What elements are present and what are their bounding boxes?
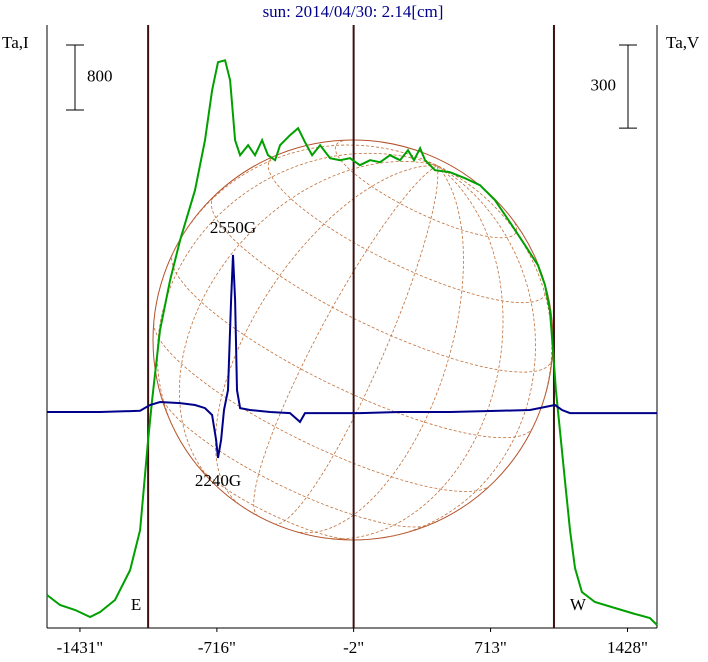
sun-grid-line [160,396,428,528]
x-tick-label: -1431" [57,638,104,657]
sun-grid-line [253,165,438,517]
sun-grid-line [274,165,439,525]
sun-grid-line [153,322,491,492]
sun-grid-line [171,252,534,439]
y-axis-label: Ta,I [2,33,29,52]
sun-grid-line [157,152,438,434]
x-tick-label: 713" [474,638,506,657]
sun-grid-line [210,196,553,373]
sun-grid-line [389,165,536,537]
sun-grid-line [267,155,547,304]
sun-grid-line [194,462,356,541]
sun-grid-line [215,165,438,505]
series-line [47,254,657,459]
chart-title: sun: 2014/04/30: 2.14[cm] [263,2,444,21]
sun-grid-line [178,160,438,485]
annotation: 2240G [195,471,241,490]
series-line [46,59,658,626]
x-tick-label: 1428" [607,638,648,657]
scale-bar-label: 300 [591,75,617,94]
x-tick-label: -716" [198,638,236,657]
limb-label: W [570,595,587,614]
limb-label: E [131,595,141,614]
sun-grid-line [294,165,464,534]
x-tick-label: -2" [343,638,364,657]
sun-grid-line [172,144,438,254]
y2-axis-label: Ta,V [666,33,700,52]
sun-grid-line [437,165,553,428]
annotation: 2550G [210,218,256,237]
sun-grid-line [334,139,518,239]
sun-grid-line [326,165,504,540]
scale-bar-label: 800 [87,66,113,85]
